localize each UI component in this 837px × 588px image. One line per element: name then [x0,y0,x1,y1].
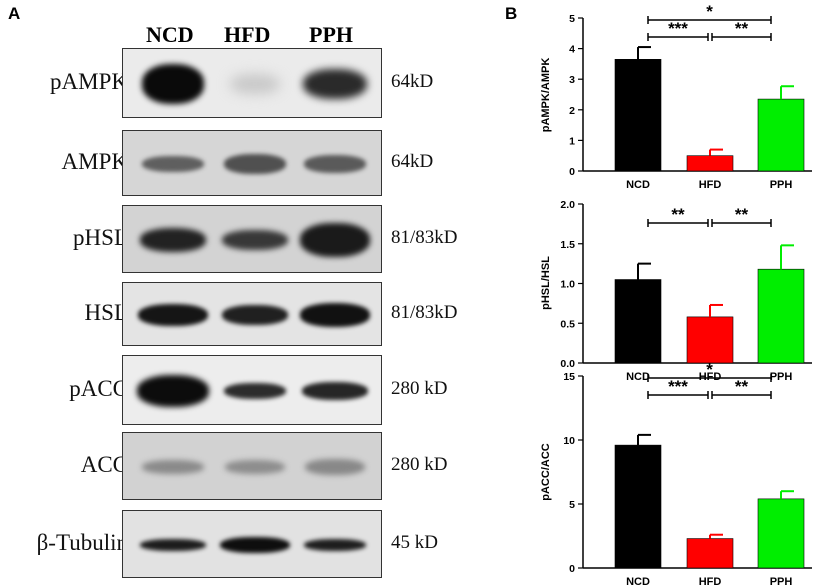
bar-hfd [686,316,734,364]
blot-image [122,510,382,578]
protein-band [304,155,366,173]
protein-band [304,539,366,551]
lane-header-pph: PPH [309,22,353,47]
protein-band [142,64,204,104]
y-tick-label: 5 [569,13,575,25]
significance-stars: *** [668,19,688,38]
blot-row: pACC 280 kD [0,355,500,425]
protein-band [140,539,206,551]
protein-band [225,460,285,474]
blot-row: pHSL 81/83kD [0,205,500,273]
molecular-weight-label: 64kD [391,71,434,92]
y-axis-label: pHSL/HSL [540,256,552,310]
panel-label-a: A [8,4,21,23]
protein-label: AMPK [61,149,128,174]
protein-band [302,382,368,400]
y-tick-label: 0 [569,166,575,178]
protein-band [222,305,288,325]
y-tick-label: 4 [569,44,575,56]
blot-row: ACC 280 kD [0,432,500,500]
lane-header-hfd: HFD [224,22,271,47]
significance-stars: * [706,360,713,379]
significance-stars: *** [668,377,688,396]
protein-band [220,537,290,553]
y-tick-label: 1.5 [560,239,575,251]
category-label: HFD [699,576,722,588]
bar-pph [757,498,805,569]
blot-image [122,355,382,425]
protein-band [222,230,288,250]
blot-image [122,205,382,273]
y-tick-label: 1.0 [560,279,575,291]
protein-label: ACC [80,452,128,477]
y-tick-label: 2.0 [560,199,575,211]
category-label: HFD [699,179,722,191]
category-label: NCD [626,371,650,383]
protein-label: β-Tubulin [36,530,128,555]
category-label: PPH [770,371,793,383]
protein-band [300,303,370,327]
protein-band [140,228,206,252]
blot-row: HSL 81/83kD [0,282,500,346]
protein-band [137,375,209,407]
molecular-weight-label: 280 kD [391,454,448,475]
protein-band [138,304,208,326]
y-tick-label: 0.0 [560,358,575,370]
bar-ncd [614,279,662,364]
blot-row: AMPK 64kD [0,130,500,196]
bar-ncd [614,59,662,172]
y-axis-label: pAMPK/AMPK [540,58,552,133]
protein-band [300,223,370,257]
bar-hfd [686,538,734,569]
category-label: HFD [699,371,722,383]
bar-pph [757,98,805,172]
protein-label: pHSL [73,225,128,250]
protein-band [303,69,367,99]
molecular-weight-label: 64kD [391,151,434,172]
protein-band [305,459,365,475]
category-label: NCD [626,179,650,191]
significance-stars: ** [735,205,749,224]
protein-band [224,154,286,174]
bar-ncd [614,444,662,569]
protein-label: pAMPK [50,69,128,94]
protein-band [230,74,280,94]
blot-row: β-Tubulin 45 kD [0,510,500,578]
protein-label: pACC [69,376,128,401]
bar-hfd [686,155,734,172]
category-label: NCD [626,576,650,588]
y-tick-label: 15 [563,371,575,383]
significance-stars: ** [735,377,749,396]
lane-header-ncd: NCD [146,22,194,47]
category-label: PPH [770,179,793,191]
protein-band [142,460,204,474]
y-tick-label: 0.5 [560,318,575,330]
bar-pph [757,268,805,364]
blot-image [122,48,382,118]
molecular-weight-label: 45 kD [391,532,438,553]
y-tick-label: 3 [569,74,575,86]
y-tick-label: 5 [569,499,575,511]
blot-image [122,432,382,500]
panel-label-b: B [505,4,518,23]
y-tick-label: 2 [569,105,575,117]
molecular-weight-label: 280 kD [391,378,448,399]
y-tick-label: 0 [569,563,575,575]
protein-band [142,156,204,172]
y-tick-label: 1 [569,135,575,147]
blot-row: pAMPK 64kD [0,48,500,118]
protein-label: HSL [84,300,128,325]
y-tick-label: 10 [563,435,575,447]
molecular-weight-label: 81/83kD [391,227,458,248]
molecular-weight-label: 81/83kD [391,302,458,323]
significance-stars: * [706,2,713,21]
significance-stars: ** [735,19,749,38]
significance-stars: ** [671,205,685,224]
y-axis-label: pACC/ACC [540,443,552,500]
protein-band [224,383,286,399]
blot-image [122,130,382,196]
blot-image [122,282,382,346]
category-label: PPH [770,576,793,588]
